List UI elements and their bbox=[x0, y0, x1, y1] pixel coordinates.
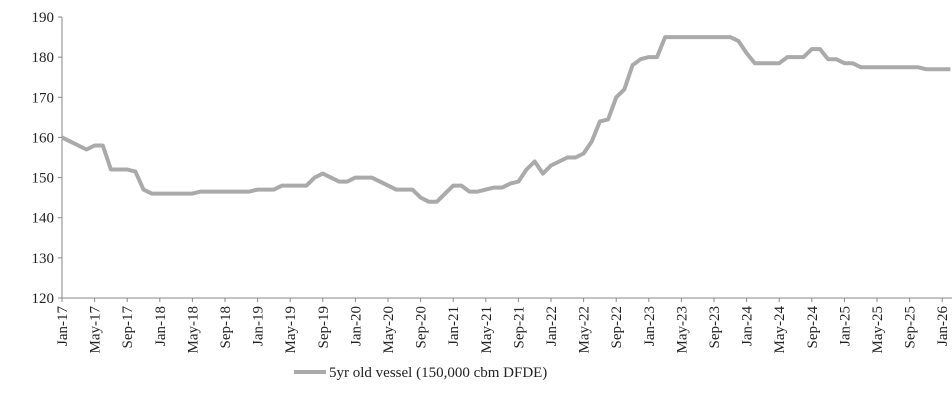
x-tick-label: Jan-24 bbox=[740, 306, 756, 346]
y-tick-label: 150 bbox=[32, 171, 55, 187]
x-tick-label: Sep-23 bbox=[707, 306, 723, 349]
x-tick-label: Jan-21 bbox=[446, 306, 462, 346]
x-tick-label: Jan-19 bbox=[251, 306, 267, 346]
x-tick-label: Sep-22 bbox=[609, 306, 625, 349]
x-tick-label: Jan-18 bbox=[153, 306, 169, 346]
x-tick-label: Jan-20 bbox=[348, 306, 364, 346]
x-tick-label: May-23 bbox=[674, 306, 690, 354]
legend-label: 5yr old vessel (150,000 cbm DFDE) bbox=[329, 365, 547, 381]
x-tick-label: May-20 bbox=[381, 306, 397, 354]
x-tick-label: Jan-17 bbox=[55, 306, 71, 346]
x-tick-label: Sep-20 bbox=[414, 306, 430, 349]
x-tick-label: May-22 bbox=[577, 306, 593, 354]
data-line bbox=[61, 35, 951, 204]
x-tick-label: Sep-25 bbox=[903, 306, 919, 349]
x-tick-label: Sep-17 bbox=[120, 306, 136, 349]
y-tick-label: 170 bbox=[32, 90, 55, 106]
x-tick-label: May-19 bbox=[283, 306, 299, 354]
x-tick-label: Sep-19 bbox=[316, 306, 332, 349]
y-tick-label: 130 bbox=[32, 251, 55, 267]
y-tick-label: 180 bbox=[32, 50, 55, 66]
x-tick-label: May-25 bbox=[870, 306, 886, 354]
x-tick-label: Sep-21 bbox=[511, 306, 527, 349]
x-tick-label: Jan-25 bbox=[837, 306, 853, 346]
x-tick-label: May-21 bbox=[479, 306, 495, 354]
x-tick-label: May-18 bbox=[185, 306, 201, 354]
y-tick-label: 140 bbox=[32, 211, 55, 227]
x-tick-label: Sep-24 bbox=[805, 306, 821, 349]
x-tick-label: Sep-18 bbox=[218, 306, 234, 349]
y-tick-label: 120 bbox=[32, 291, 55, 307]
x-tick-label: May-17 bbox=[88, 306, 104, 354]
y-tick-label: 160 bbox=[32, 130, 55, 146]
x-tick-label: Jan-26 bbox=[935, 306, 951, 346]
x-tick-label: Jan-23 bbox=[642, 306, 658, 346]
x-tick-label: Jan-22 bbox=[544, 306, 560, 346]
y-tick-label: 190 bbox=[32, 10, 55, 26]
x-tick-label: May-24 bbox=[772, 306, 788, 354]
